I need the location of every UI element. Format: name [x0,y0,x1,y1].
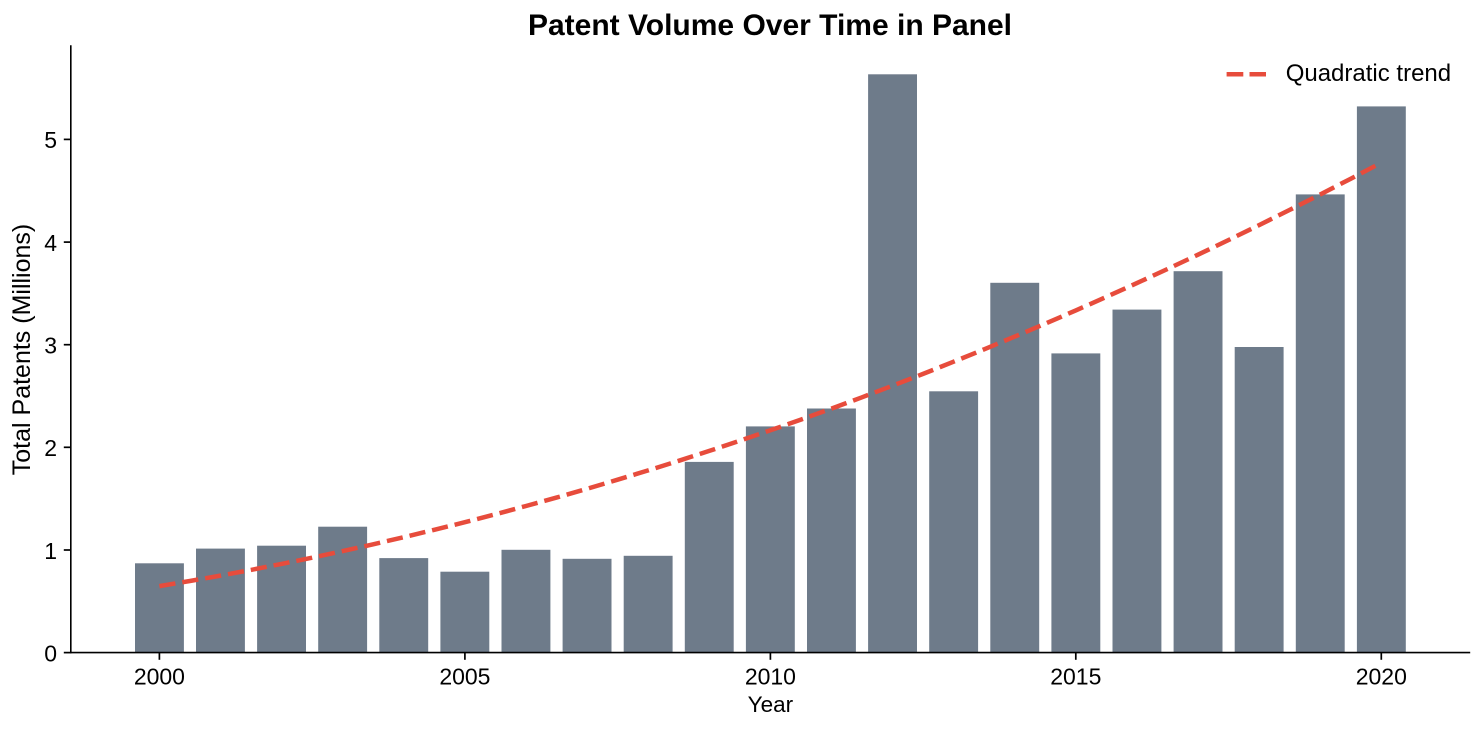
svg-text:Patent Volume Over Time in Pan: Patent Volume Over Time in Panel [528,9,1012,42]
svg-text:5: 5 [44,127,57,153]
svg-text:Year: Year [748,692,794,717]
svg-text:4: 4 [44,230,57,256]
svg-text:Quadratic trend: Quadratic trend [1286,60,1451,87]
svg-text:2: 2 [44,435,57,461]
svg-text:2010: 2010 [745,664,796,690]
svg-text:2015: 2015 [1050,664,1101,690]
svg-text:3: 3 [44,333,57,359]
svg-text:Total Patents (Millions): Total Patents (Millions) [8,224,36,475]
svg-text:2020: 2020 [1356,664,1407,690]
svg-text:0: 0 [44,640,57,666]
svg-text:1: 1 [44,538,57,564]
svg-text:2000: 2000 [134,664,185,690]
svg-text:2005: 2005 [439,664,490,690]
